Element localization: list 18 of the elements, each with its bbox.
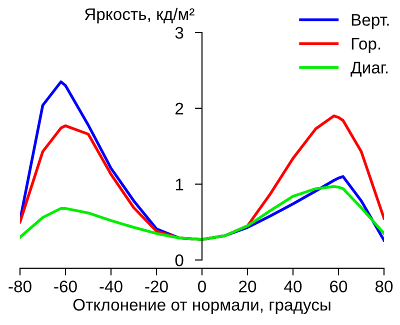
legend-label: Верт. xyxy=(352,14,389,30)
legend-label: Гор. xyxy=(352,38,380,53)
x-tick-label: 20 xyxy=(239,280,256,292)
x-tick-label: -40 xyxy=(100,280,122,292)
legend-label: Диаг. xyxy=(350,62,388,77)
x-tick-label: -20 xyxy=(145,280,168,292)
x-tick-label: 0 xyxy=(198,280,206,292)
x-tick-label: 60 xyxy=(330,280,348,292)
y-tick-label: 1 xyxy=(176,178,184,190)
y-tick-label: 3 xyxy=(175,26,184,39)
x-tick-label: -60 xyxy=(54,280,77,292)
y-tick-label: 2 xyxy=(176,102,184,114)
y-axis-title: Яркость, кд/м² xyxy=(84,8,194,24)
x-tick-label: 40 xyxy=(284,280,302,292)
x-tick-label: -80 xyxy=(8,280,32,292)
x-tick-label: 80 xyxy=(375,280,393,292)
y-tick-label: 0 xyxy=(175,254,184,266)
x-axis-title: Отклонение от нормали, градусы xyxy=(73,298,330,314)
